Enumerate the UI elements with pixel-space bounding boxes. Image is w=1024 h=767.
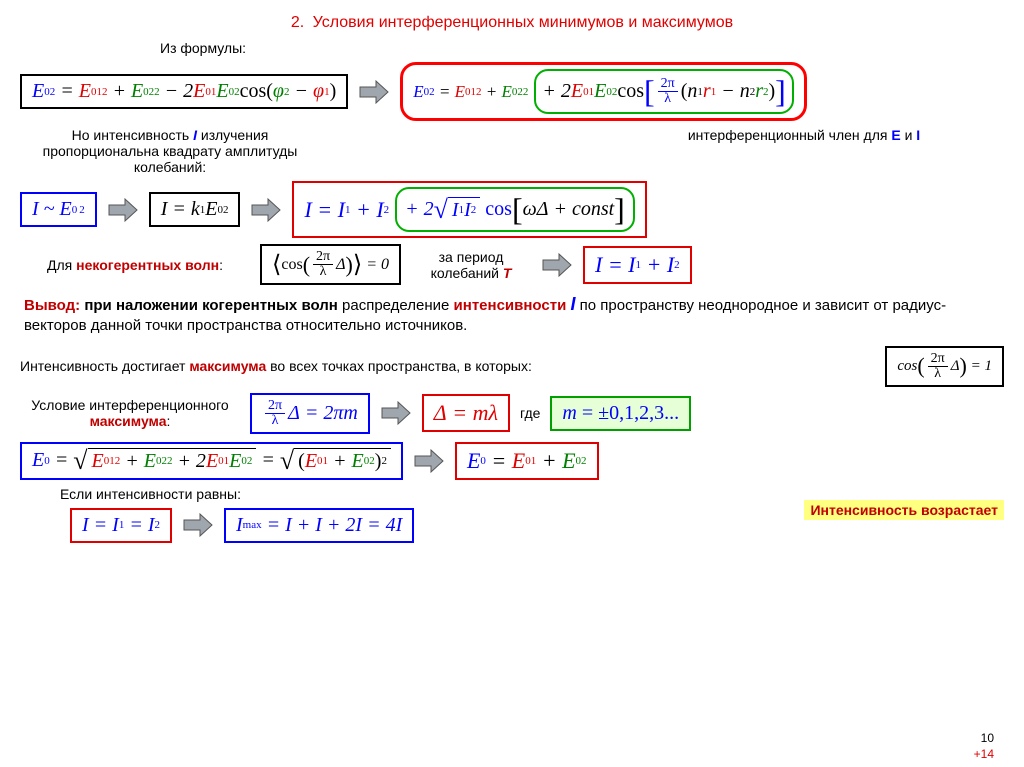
arrow-icon <box>182 512 214 538</box>
row-intensity: I ~ E02 I = k1E02 I = I1 + I2 + 2 √I1I2 … <box>20 181 1004 238</box>
formula-cos1: cos ( 2πλ Δ ) = 1 <box>885 346 1004 387</box>
formula-e0sq-b: E02 = E012 + E022 + 2E01 E02 cos [ 2πλ (… <box>400 62 807 121</box>
arrow-icon <box>250 197 282 223</box>
formula-i-equal: I = I1 = I2 <box>70 508 172 543</box>
text-intensity-prop: Но интенсивность I излучения пропорциона… <box>20 127 320 175</box>
formula-imax: Imax = I + I + 2I = 4I <box>224 508 414 543</box>
page-number: 10 <box>981 731 994 745</box>
formula-i-e0: I ~ E02 <box>20 192 97 227</box>
arrow-icon <box>413 448 445 474</box>
row-e0-sqrt: E0 = √ E012 + E022 + 2 E01 E02 = √ ( E01… <box>20 442 1004 480</box>
where-label: где <box>520 405 540 421</box>
arrow-icon <box>107 197 139 223</box>
row-imax: I = I1 = I2 Imax = I + I + 2I = 4I Интен… <box>20 508 1004 543</box>
formula-i-k1: I = k1E02 <box>149 192 241 227</box>
formula-e0-sqrt: E0 = √ E012 + E022 + 2 E01 E02 = √ ( E01… <box>20 442 403 480</box>
row-cond-max: Условие интерференционного максимума: 2π… <box>20 393 1004 434</box>
conclusion: Вывод: при наложении когерентных волн ра… <box>24 293 1000 336</box>
from-formula-label: Из формулы: <box>160 40 1004 56</box>
arrow-icon <box>380 400 412 426</box>
formula-m-series: m = ±0,1,2,3... <box>550 396 691 431</box>
formula-delta-ml: Δ = mλ <box>422 394 510 432</box>
formula-e0sq-a: E02 = E012 + E022 − 2 E01 E02 cos(φ2 − φ… <box>20 74 348 109</box>
text-interf-member: интерференционный член для E и I <box>604 127 1004 143</box>
formula-e0-sum: E0 = E01 + E02 <box>455 442 599 480</box>
arrow-icon <box>541 252 573 278</box>
intensity-grows: Интенсивность возрастает <box>804 500 1004 520</box>
text-maximum: Интенсивность достигает максимума во все… <box>20 358 532 374</box>
row-eq1: E02 = E012 + E022 − 2 E01 E02 cos(φ2 − φ… <box>20 62 1004 121</box>
formula-i-sum: I = I1 + I2 + 2 √I1I2 cos [ ωΔ + const ] <box>292 181 646 238</box>
formula-2pi-lambda: 2πλ Δ = 2πm <box>250 393 370 434</box>
arrow-icon <box>358 79 390 105</box>
formula-cos0: ⟨ cos ( 2πλ Δ ) ⟩ = 0 <box>260 244 401 285</box>
row-noncoherent: Для некогерентных волн: ⟨ cos ( 2πλ Δ ) … <box>20 244 1004 285</box>
formula-i-i1i2: I = I1 + I2 <box>583 246 692 284</box>
page-number-2: +14 <box>974 747 994 761</box>
page-title: 2. Условия интерференционных минимумов и… <box>20 14 1004 32</box>
